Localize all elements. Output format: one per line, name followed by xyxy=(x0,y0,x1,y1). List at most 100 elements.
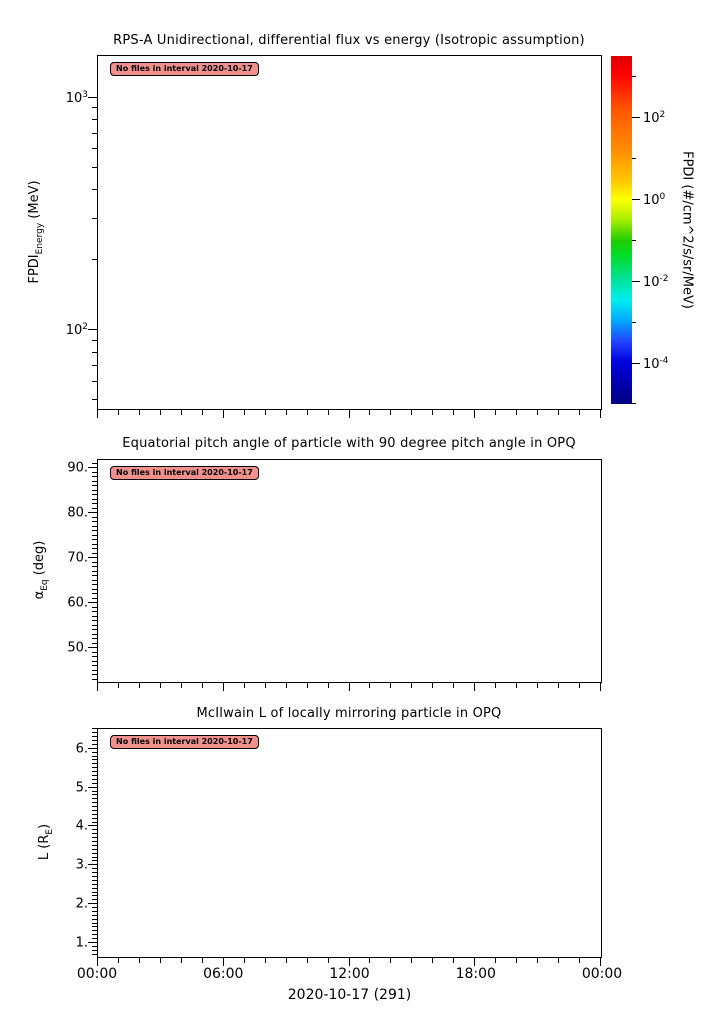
x-major-tick xyxy=(600,683,601,691)
x-minor-tick xyxy=(453,958,455,963)
y-minor-tick xyxy=(92,588,97,590)
y-minor-tick xyxy=(92,471,97,473)
y-major-tick xyxy=(88,467,97,469)
x-minor-tick xyxy=(411,958,413,963)
y-minor-tick xyxy=(92,868,97,870)
y-minor-tick xyxy=(92,817,97,819)
x-minor-tick xyxy=(432,683,434,688)
x-minor-tick xyxy=(117,683,119,688)
y-minor-tick xyxy=(92,548,97,550)
x-minor-tick xyxy=(306,683,308,688)
y-minor-tick xyxy=(92,148,97,150)
x-minor-tick xyxy=(432,958,434,963)
plot-area-pitch-angle: No files in interval 2020-10-17 90. 80. 70… xyxy=(67,459,602,691)
y-major-tick xyxy=(88,903,97,905)
x-major-tick xyxy=(222,683,224,691)
colorbar-minor-tick xyxy=(632,403,636,404)
y-minor-tick xyxy=(92,782,97,784)
y-minor-tick xyxy=(92,494,97,496)
y-minor-tick xyxy=(92,907,97,909)
x-minor-tick xyxy=(411,410,413,415)
y-minor-tick xyxy=(92,132,97,134)
y-minor-tick xyxy=(92,945,97,947)
y-minor-tick xyxy=(92,938,97,940)
y-minor-tick xyxy=(92,399,97,401)
y-minor-tick xyxy=(92,910,97,912)
y-minor-tick xyxy=(92,584,97,586)
y-tick-label: 6. xyxy=(75,741,88,757)
x-minor-tick xyxy=(516,410,518,415)
x-axis-tick-labels: 00:00 06:00 12:00 18:00 00:00 xyxy=(77,966,622,982)
plot-title-pitch-angle: Equatorial pitch angle of particle with … xyxy=(122,436,576,451)
y-minor-tick xyxy=(92,656,97,658)
y-tick-label: 90. xyxy=(67,460,88,476)
x-tick-label: 12:00 xyxy=(329,966,370,982)
y-minor-tick xyxy=(92,798,97,800)
x-minor-tick xyxy=(159,683,161,688)
x-minor-tick xyxy=(201,683,203,688)
y-major-tick xyxy=(88,602,97,604)
colorbar-minor-tick xyxy=(632,321,636,323)
x-minor-tick xyxy=(369,958,371,963)
y-minor-tick xyxy=(92,570,97,572)
x-minor-tick xyxy=(579,410,581,415)
x-minor-tick xyxy=(285,410,287,415)
x-minor-tick xyxy=(264,683,266,688)
y-major-tick xyxy=(88,647,97,649)
y-minor-tick xyxy=(92,678,97,680)
y-minor-tick xyxy=(92,809,97,811)
colorbar-minor-tick xyxy=(632,75,636,77)
y-minor-tick xyxy=(92,218,97,220)
y-minor-tick xyxy=(92,790,97,792)
y-tick-label: 1. xyxy=(75,935,88,951)
x-minor-tick xyxy=(159,958,161,963)
y-tick-label: 103 xyxy=(65,89,88,107)
x-minor-tick xyxy=(117,958,119,963)
y-minor-tick xyxy=(92,543,97,545)
x-minor-tick xyxy=(495,958,497,963)
x-minor-tick xyxy=(516,683,518,688)
x-minor-tick xyxy=(558,683,560,688)
y-minor-tick xyxy=(92,806,97,808)
y-major-tick xyxy=(88,512,97,514)
x-minor-tick xyxy=(117,410,119,415)
y-minor-tick xyxy=(92,763,97,765)
y-minor-tick xyxy=(92,918,97,920)
colorbar-minor-tick xyxy=(632,239,636,241)
y-minor-tick xyxy=(92,339,97,341)
x-minor-tick xyxy=(306,958,308,963)
y-minor-tick xyxy=(92,642,97,644)
y-minor-tick xyxy=(92,883,97,885)
y-axis-label-unit: (deg) xyxy=(32,540,48,580)
y-minor-tick xyxy=(92,930,97,932)
x-minor-tick xyxy=(180,958,182,963)
y-minor-tick xyxy=(92,629,97,631)
y-minor-tick xyxy=(92,593,97,595)
x-minor-tick xyxy=(495,410,497,415)
colorbar-tick-label: 10-4 xyxy=(643,355,669,373)
y-minor-tick xyxy=(92,660,97,662)
x-minor-tick xyxy=(390,958,392,963)
y-axis-label-energy: FPDIEnergy (MeV) xyxy=(27,180,45,283)
x-minor-tick xyxy=(579,958,581,963)
y-axis-label-text: L (R xyxy=(37,834,53,861)
y-axis-label-unit: ) xyxy=(37,823,53,829)
x-minor-tick xyxy=(411,683,413,688)
x-major-tick xyxy=(97,683,98,691)
x-minor-tick xyxy=(453,410,455,415)
x-major-tick xyxy=(474,683,476,691)
x-minor-tick xyxy=(558,958,560,963)
y-minor-tick xyxy=(92,848,97,850)
y-minor-tick xyxy=(92,566,97,568)
y-tick-label: 2. xyxy=(75,896,88,912)
y-tick-label: 3. xyxy=(75,857,88,873)
y-minor-tick xyxy=(92,516,97,518)
y-minor-tick xyxy=(92,521,97,523)
y-minor-tick xyxy=(92,561,97,563)
y-axis-label-subscript: E xyxy=(44,828,55,835)
x-minor-tick xyxy=(390,410,392,415)
y-minor-tick xyxy=(92,380,97,382)
x-minor-tick xyxy=(138,410,140,415)
y-minor-tick xyxy=(92,189,97,191)
